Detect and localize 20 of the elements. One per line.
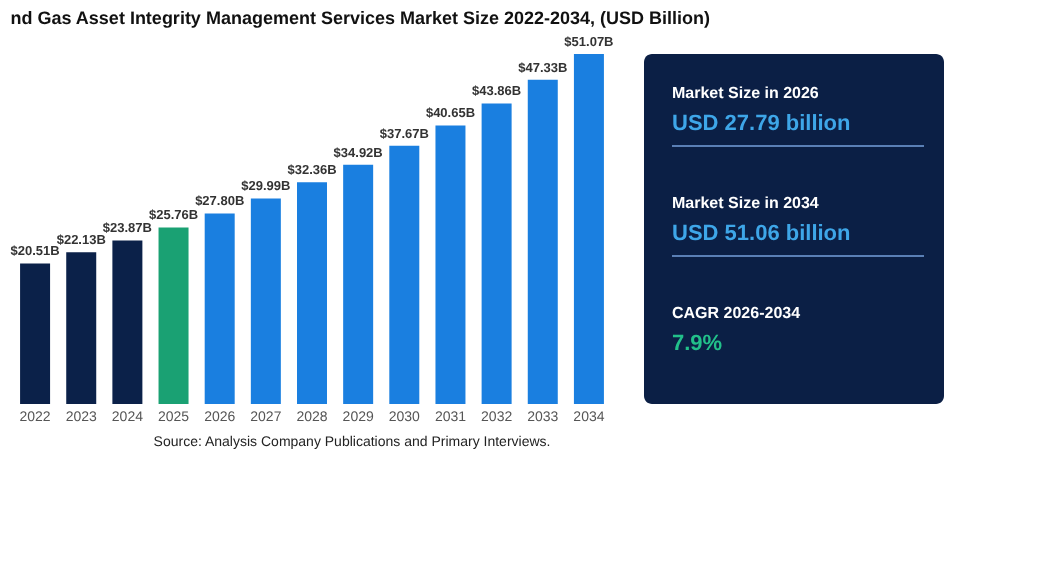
text: USD 27.79 billion — [672, 112, 852, 136]
text: 7.9% — [672, 332, 723, 356]
bar — [112, 240, 143, 404]
text: Market Size in 2034 — [672, 194, 820, 212]
text: USD 51.06 billion — [672, 222, 852, 246]
bar — [481, 103, 512, 404]
bar — [435, 125, 466, 404]
text: Market Size in 2026 — [672, 84, 820, 102]
bar — [343, 164, 374, 404]
bar — [389, 145, 420, 404]
bar — [66, 252, 97, 404]
bar — [250, 198, 281, 404]
bar — [297, 182, 327, 404]
text: CAGR 2026-2034 — [672, 304, 802, 322]
chart-title: nd Gas Asset Integrity Management Services Market Size 2022-2034, (USD Billion) — [10, 8, 711, 28]
bar — [204, 213, 235, 404]
bar — [20, 263, 51, 404]
bar — [158, 227, 189, 404]
bar — [573, 54, 604, 404]
bar — [527, 79, 558, 404]
